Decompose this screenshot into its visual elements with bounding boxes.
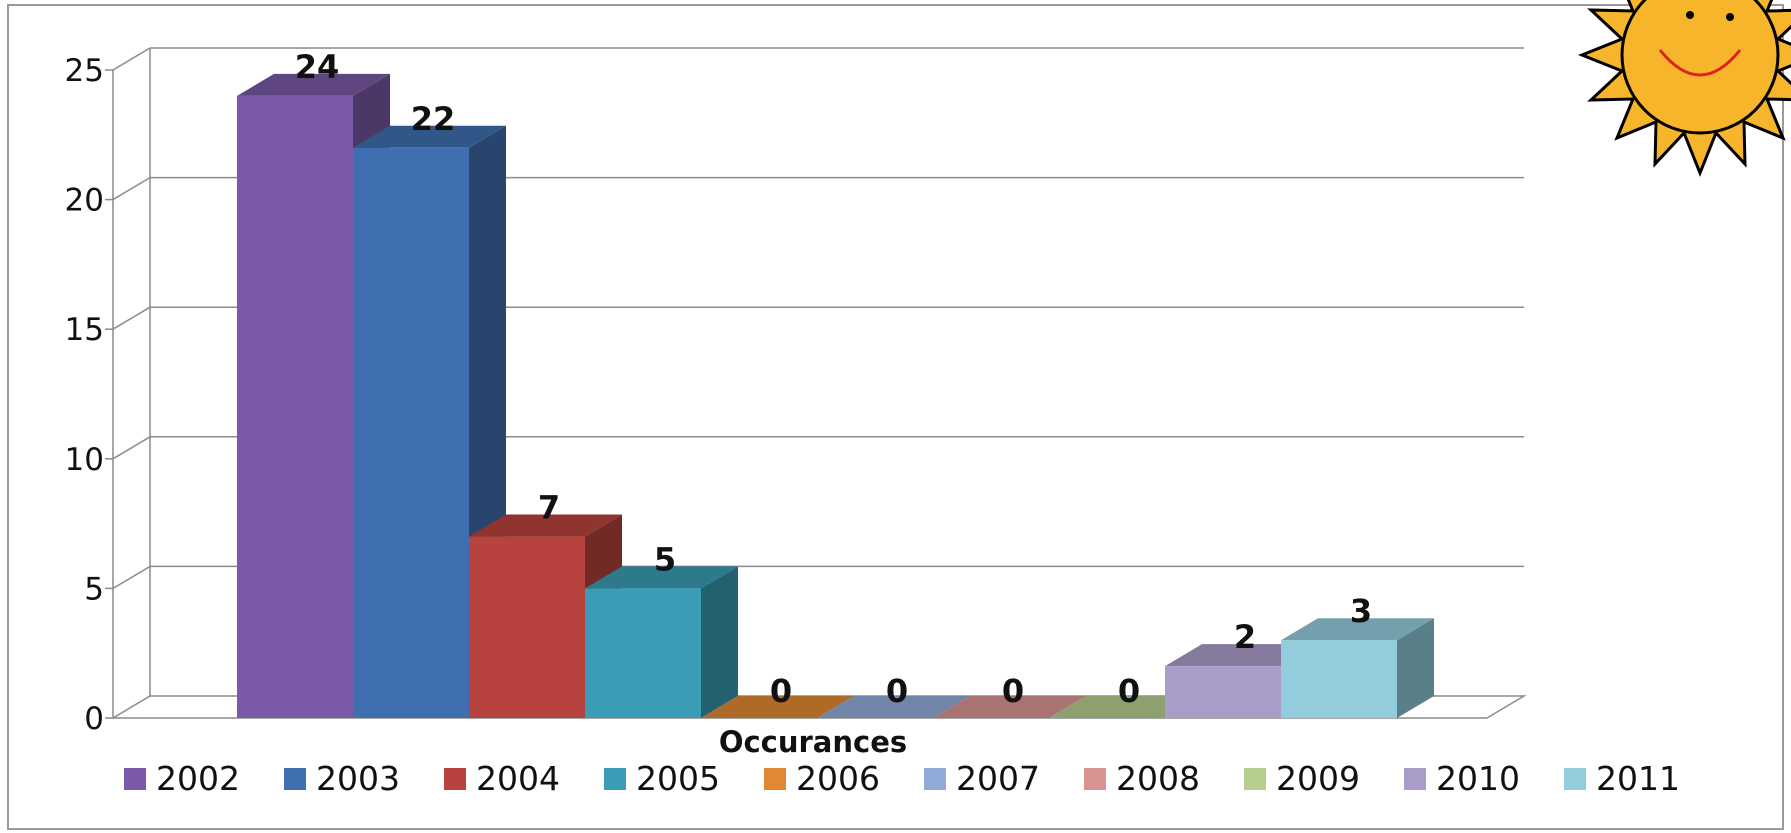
data-label-2004: 7 [538, 489, 560, 527]
legend-item-2006: 2006 [764, 759, 880, 798]
legend-swatch [284, 768, 306, 790]
bar-top [701, 696, 854, 718]
legend-swatch [1564, 768, 1586, 790]
y-tick-label: 20 [65, 183, 104, 219]
y-tick-label: 25 [65, 53, 104, 89]
bar-top [585, 566, 738, 589]
legend-item-2011: 2011 [1564, 759, 1680, 798]
data-label-2009: 0 [1118, 672, 1140, 710]
bar-front [353, 147, 469, 718]
bar-2011 [1281, 618, 1434, 718]
bar-2004 [469, 514, 622, 718]
bar-front [1281, 640, 1397, 718]
y-tick-label: 0 [84, 701, 104, 737]
bar-2007 [817, 696, 970, 718]
legend-label: 2006 [796, 759, 880, 798]
legend-swatch [444, 768, 466, 790]
legend-item-2004: 2004 [444, 759, 560, 798]
bar-top [237, 73, 390, 96]
data-label-2011: 3 [1350, 592, 1372, 630]
legend-label: 2004 [476, 759, 560, 798]
legend-label: 2010 [1436, 759, 1520, 798]
data-label-2002: 24 [295, 48, 340, 86]
legend-swatch [764, 768, 786, 790]
data-label-2003: 22 [411, 100, 456, 138]
legend-swatch [1244, 768, 1266, 790]
bar-front [585, 588, 701, 718]
y-tick-label: 15 [65, 312, 104, 348]
data-labels: 24 22 7 5 0 0 0 0 2 3 [295, 48, 1372, 710]
bar-top [817, 696, 970, 718]
gridline-side [112, 306, 151, 330]
bar-2009 [1049, 696, 1202, 718]
gridline-side [112, 436, 151, 460]
y-tick-label: 5 [84, 571, 104, 607]
bar-top [1281, 618, 1434, 641]
data-label-2008: 0 [1002, 672, 1024, 710]
smiling-sun-icon [1577, 0, 1791, 178]
y-tick-label: 10 [65, 442, 104, 478]
legend-item-2010: 2010 [1404, 759, 1520, 798]
legend-item-2002: 2002 [124, 759, 240, 798]
gridline-side [112, 47, 151, 71]
bar-front [237, 95, 353, 719]
bar-side [1397, 618, 1434, 718]
sun-eye [1726, 13, 1734, 21]
legend-item-2008: 2008 [1084, 759, 1200, 798]
gridline-side [112, 565, 151, 590]
sun-face [1620, 0, 1780, 135]
data-label-2005: 5 [654, 540, 676, 578]
bar-side [701, 566, 738, 718]
legend-swatch [1404, 768, 1426, 790]
bar-2006 [701, 696, 854, 718]
bars [237, 73, 1434, 719]
y-axis: 0 5 10 15 20 25 [65, 48, 151, 737]
legend-label: 2007 [956, 759, 1040, 798]
legend-item-2005: 2005 [604, 759, 720, 798]
bar-2008 [933, 696, 1086, 718]
bar-front [469, 536, 585, 718]
bar-top [469, 514, 622, 537]
sun-eye [1686, 11, 1694, 19]
legend-item-2003: 2003 [284, 759, 400, 798]
legend-label: 2008 [1116, 759, 1200, 798]
data-label-2007: 0 [886, 672, 908, 710]
legend-item-2009: 2009 [1244, 759, 1360, 798]
x-axis-label: Occurances [719, 725, 907, 759]
legend-label: 2003 [316, 759, 400, 798]
sun-smile [1658, 49, 1742, 77]
data-label-2006: 0 [770, 672, 792, 710]
bar-2005 [585, 566, 738, 718]
legend-swatch [924, 768, 946, 790]
bar-top [353, 125, 506, 148]
bar-top [1049, 696, 1202, 718]
data-label-2010: 2 [1234, 618, 1256, 656]
legend-item-2007: 2007 [924, 759, 1040, 798]
bar-top [1165, 644, 1318, 667]
bar-top [933, 696, 1086, 718]
legend-swatch [604, 768, 626, 790]
legend-swatch [1084, 768, 1106, 790]
bar-front [1165, 666, 1281, 718]
legend-label: 2005 [636, 759, 720, 798]
legend-label: 2011 [1596, 759, 1680, 798]
gridline-side [112, 176, 151, 201]
legend-label: 2002 [156, 759, 240, 798]
legend-swatch [124, 768, 146, 790]
legend-label: 2009 [1276, 759, 1360, 798]
legend: 2002 2003 2004 2005 2006 2007 2008 2009 2010 2011 [124, 759, 1680, 798]
